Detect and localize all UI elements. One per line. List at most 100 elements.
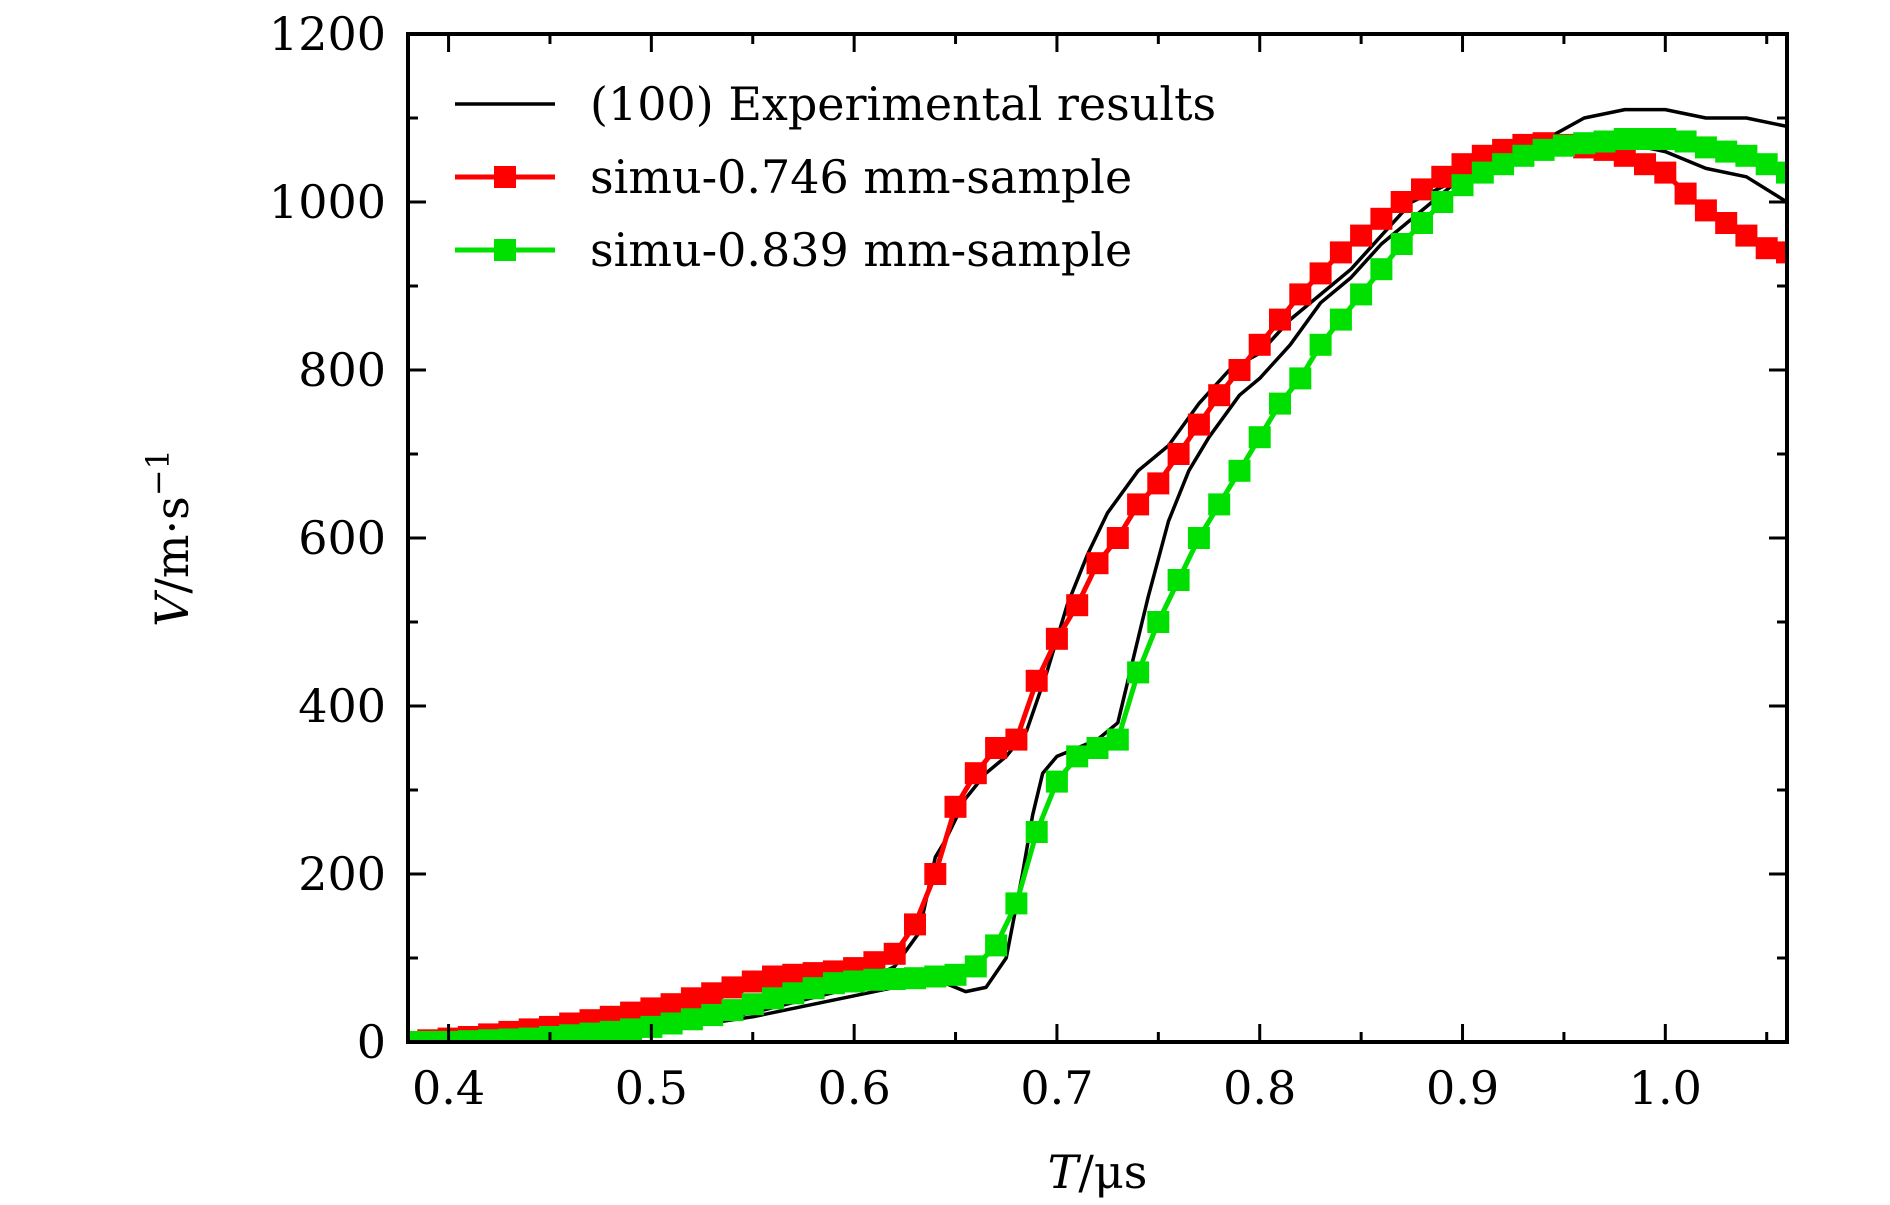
data-point xyxy=(620,1001,643,1024)
data-point xyxy=(1674,130,1697,153)
data-point xyxy=(1147,611,1170,633)
data-point xyxy=(701,982,724,1005)
data-point xyxy=(1431,165,1454,188)
data-point xyxy=(1471,144,1494,167)
data-point xyxy=(620,1018,643,1041)
data-point xyxy=(1350,283,1373,306)
y-tick-label: 800 xyxy=(298,343,386,397)
data-point xyxy=(1694,136,1717,159)
data-point xyxy=(904,967,926,990)
data-point xyxy=(478,1029,501,1042)
data-point xyxy=(408,1031,419,1042)
y-axis-title-exponent: −1 xyxy=(139,449,177,496)
data-point xyxy=(1573,132,1596,155)
x-tick-label: 0.5 xyxy=(615,1061,688,1115)
data-point xyxy=(1228,359,1251,381)
data-point xyxy=(1106,728,1129,751)
data-point xyxy=(1329,308,1352,331)
data-point xyxy=(904,913,926,936)
data-point xyxy=(802,977,825,1000)
data-point xyxy=(1025,669,1048,692)
data-point xyxy=(640,997,663,1020)
data-point xyxy=(1451,153,1474,176)
data-point xyxy=(1715,140,1738,163)
data-point xyxy=(782,963,805,986)
data-point xyxy=(1106,527,1129,549)
data-point xyxy=(822,972,845,995)
data-point xyxy=(579,1022,602,1042)
data-point xyxy=(1390,233,1413,255)
data-point xyxy=(1694,199,1717,222)
legend-swatch-marker xyxy=(494,239,516,261)
ticks-layer xyxy=(408,32,1787,1044)
y-axis-title-unit: /m·s xyxy=(145,496,199,593)
data-point xyxy=(701,1004,724,1027)
data-point xyxy=(1492,153,1515,176)
data-point xyxy=(721,976,744,999)
data-point xyxy=(1086,737,1109,759)
data-point xyxy=(1776,161,1787,184)
data-point xyxy=(457,1030,480,1042)
data-point xyxy=(1005,728,1028,751)
data-point xyxy=(964,762,987,785)
data-point xyxy=(1715,212,1738,234)
data-point xyxy=(1532,138,1555,161)
data-point xyxy=(660,993,683,1016)
legend-entry-0: (100) Experimental results xyxy=(455,77,1216,131)
data-point xyxy=(1674,182,1697,205)
data-point xyxy=(1411,178,1433,201)
data-point xyxy=(1248,333,1271,356)
data-point xyxy=(1370,258,1393,281)
y-axis-title-symbol: V xyxy=(145,589,199,627)
data-point xyxy=(1228,459,1251,482)
data-point xyxy=(1350,224,1373,247)
data-point xyxy=(964,955,987,978)
data-point xyxy=(762,965,784,988)
data-point xyxy=(680,987,703,1010)
y-tick-label: 0 xyxy=(357,1015,386,1069)
x-tick-label: 1.0 xyxy=(1629,1061,1702,1115)
data-point xyxy=(1735,144,1758,167)
data-point xyxy=(1451,174,1474,197)
data-point xyxy=(1025,821,1048,843)
data-point xyxy=(1735,224,1758,247)
x-axis-title-symbol: T xyxy=(1048,1145,1082,1199)
data-point xyxy=(741,970,764,993)
x-tick-label: 0.6 xyxy=(818,1061,891,1115)
data-point xyxy=(1187,413,1210,436)
data-point xyxy=(1167,443,1190,465)
data-point xyxy=(1045,770,1068,793)
series-3 xyxy=(408,128,1787,1042)
data-point xyxy=(1208,493,1231,516)
data-point xyxy=(417,1031,440,1042)
data-point xyxy=(1269,308,1291,331)
data-point xyxy=(1086,552,1109,575)
legend-label: (100) Experimental results xyxy=(590,77,1216,131)
data-point xyxy=(762,987,784,1010)
data-point xyxy=(1654,128,1677,150)
data-point xyxy=(1005,892,1028,915)
data-point xyxy=(1187,527,1210,549)
data-point xyxy=(1329,241,1352,264)
data-point xyxy=(1634,153,1656,176)
data-point xyxy=(559,1024,582,1042)
data-point xyxy=(1208,384,1231,407)
data-point xyxy=(741,993,764,1016)
data-point xyxy=(1370,207,1393,230)
data-point xyxy=(1613,128,1636,150)
data-point xyxy=(863,951,886,974)
y-tick-label: 200 xyxy=(298,847,386,901)
x-axis-title: T/μs xyxy=(1048,1145,1148,1199)
y-axis-title: V/m·s−1 xyxy=(139,449,199,627)
legend: (100) Experimental results simu-0.746 mm-… xyxy=(455,77,1216,277)
data-point xyxy=(883,968,906,990)
data-point xyxy=(1147,472,1170,495)
data-point xyxy=(680,1008,703,1031)
legend-label: simu-0.746 mm-sample xyxy=(590,150,1132,204)
data-point xyxy=(1127,661,1150,684)
data-point xyxy=(863,968,886,991)
data-point xyxy=(1309,262,1332,285)
data-point xyxy=(1552,134,1575,157)
x-tick-label: 0.7 xyxy=(1020,1061,1093,1115)
